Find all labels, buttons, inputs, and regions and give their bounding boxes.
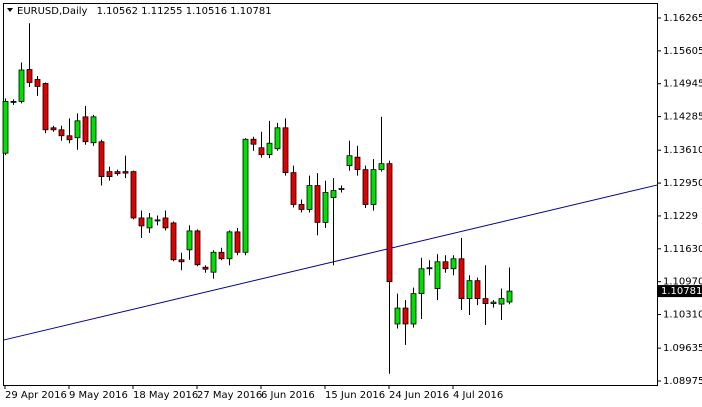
candle-body bbox=[10, 101, 17, 103]
candle-body bbox=[410, 293, 417, 325]
candle-body bbox=[298, 204, 305, 210]
y-tick-label: 1.08975 bbox=[663, 376, 702, 387]
candle-body bbox=[162, 217, 169, 229]
candle-body bbox=[154, 219, 161, 222]
x-tick-label: 27 May 2016 bbox=[197, 390, 262, 401]
candle-body bbox=[90, 116, 97, 144]
x-tick-label: 29 Apr 2016 bbox=[5, 390, 67, 401]
candle-body bbox=[370, 169, 377, 205]
candle-body bbox=[274, 127, 281, 150]
candle-body bbox=[98, 141, 105, 177]
candle-body bbox=[74, 120, 81, 139]
candle-body bbox=[218, 251, 225, 260]
low-value: 1.10516 bbox=[186, 6, 227, 17]
candle-body bbox=[450, 258, 457, 270]
y-tick-label: 1.14945 bbox=[663, 79, 702, 90]
candle-body bbox=[50, 127, 57, 131]
candle-body bbox=[250, 138, 257, 145]
candle-body bbox=[354, 156, 361, 171]
candle-body bbox=[506, 290, 513, 303]
candle-body bbox=[378, 163, 385, 171]
candle-body bbox=[58, 129, 65, 137]
x-tick-label: 15 Jun 2016 bbox=[325, 390, 385, 401]
candle-body bbox=[290, 172, 297, 205]
candle-body bbox=[226, 231, 233, 260]
candle-body bbox=[186, 230, 193, 251]
candle-body bbox=[138, 217, 145, 227]
chart-header: EURUSD,Daily 1.10562 1.11255 1.10516 1.1… bbox=[17, 6, 272, 17]
candle-body bbox=[394, 307, 401, 325]
y-tick-label: 1.12950 bbox=[663, 178, 702, 189]
candle-body bbox=[402, 307, 409, 325]
plot-frame bbox=[3, 3, 658, 386]
candle-body bbox=[442, 261, 449, 270]
candle-body bbox=[346, 155, 353, 167]
candle-body bbox=[34, 79, 41, 87]
candle-body bbox=[122, 171, 129, 174]
y-tick-label: 1.10970 bbox=[663, 277, 702, 288]
candle-body bbox=[314, 185, 321, 223]
trendline bbox=[3, 184, 658, 341]
price-label: 1.10781 bbox=[661, 286, 702, 297]
y-tick-label: 1.13610 bbox=[663, 145, 702, 156]
candle-body bbox=[146, 217, 153, 229]
candle-body bbox=[82, 116, 89, 143]
candle-body bbox=[330, 190, 337, 198]
candle-body bbox=[306, 185, 313, 210]
candle-body bbox=[418, 268, 425, 295]
candle-body bbox=[242, 138, 249, 253]
candle-body bbox=[466, 280, 473, 300]
candle-body bbox=[426, 267, 433, 270]
candle-body bbox=[234, 231, 241, 253]
candle-body bbox=[106, 171, 113, 177]
candle-body bbox=[194, 230, 201, 266]
candle-body bbox=[114, 171, 121, 175]
x-tick-label: 9 May 2016 bbox=[69, 390, 128, 401]
candle-body bbox=[338, 188, 345, 190]
close-value: 1.10781 bbox=[230, 6, 271, 17]
y-tick-label: 1.15605 bbox=[663, 46, 702, 57]
y-tick-label: 1.14285 bbox=[663, 112, 702, 123]
candle-body bbox=[474, 280, 481, 300]
candle-body bbox=[362, 169, 369, 205]
x-tick-label: 24 Jun 2016 bbox=[389, 390, 449, 401]
x-tick-label: 4 Jul 2016 bbox=[453, 390, 503, 401]
candle-body bbox=[482, 298, 489, 304]
candle-body bbox=[458, 258, 465, 300]
candle-body bbox=[210, 251, 217, 273]
candle-body bbox=[2, 101, 9, 154]
symbol: EURUSD,Daily bbox=[17, 6, 88, 17]
candle-body bbox=[170, 222, 177, 261]
y-tick-label: 1.16265 bbox=[663, 13, 702, 24]
candle-body bbox=[498, 298, 505, 305]
candle-body bbox=[202, 266, 209, 270]
x-tick-label: 18 May 2016 bbox=[133, 390, 198, 401]
y-tick-label: 1.1229 bbox=[663, 211, 698, 222]
candle-body bbox=[490, 301, 497, 304]
candle-body bbox=[130, 171, 137, 219]
candle-body bbox=[282, 127, 289, 174]
candle-body bbox=[386, 163, 393, 283]
y-tick-label: 1.10310 bbox=[663, 310, 702, 321]
x-tick-label: 6 Jun 2016 bbox=[261, 390, 315, 401]
y-tick-label: 1.09635 bbox=[663, 343, 702, 354]
candle-body bbox=[42, 83, 49, 131]
candle-body bbox=[178, 259, 185, 263]
header-icon bbox=[7, 8, 13, 12]
candle-body bbox=[26, 69, 33, 83]
candle-body bbox=[266, 142, 273, 156]
high-value: 1.11255 bbox=[141, 6, 182, 17]
open-value: 1.10562 bbox=[97, 6, 138, 17]
candle-body bbox=[322, 192, 329, 223]
candle-body bbox=[66, 135, 73, 141]
candle-body bbox=[434, 261, 441, 290]
candle-body bbox=[258, 147, 265, 156]
candle-body bbox=[18, 69, 25, 102]
price-label-box bbox=[658, 285, 702, 298]
y-tick-label: 1.11630 bbox=[663, 244, 702, 255]
